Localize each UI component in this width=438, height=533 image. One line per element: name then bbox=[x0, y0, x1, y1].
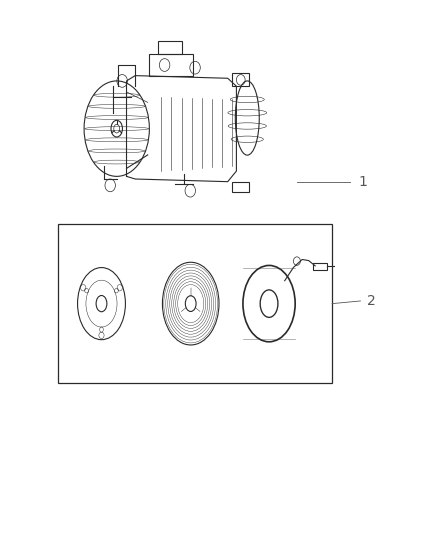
Text: 2: 2 bbox=[367, 294, 376, 308]
Bar bbox=[232, 73, 250, 86]
Bar bbox=[58, 224, 332, 383]
Text: 1: 1 bbox=[358, 175, 367, 189]
Bar bbox=[313, 263, 327, 270]
Bar bbox=[158, 41, 182, 54]
Bar bbox=[149, 54, 193, 76]
Bar bbox=[232, 182, 250, 192]
